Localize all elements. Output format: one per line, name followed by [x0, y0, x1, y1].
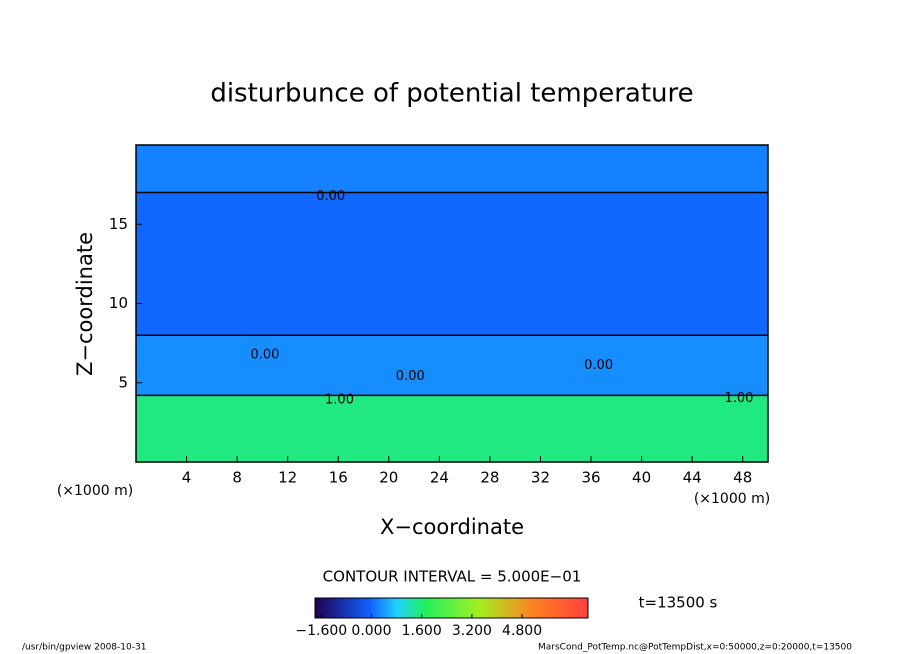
colorbar-tick-label: 1.600 — [402, 623, 442, 639]
colorbar-tick-label: 3.200 — [452, 623, 492, 639]
field-layer — [136, 145, 768, 193]
x-tick-label: 40 — [632, 469, 651, 487]
y-tick-label: 5 — [118, 373, 128, 391]
colorbar-tick-label: 0.000 — [351, 623, 391, 639]
x-tick-label: 32 — [531, 469, 550, 487]
field-layer — [136, 395, 768, 462]
contour-label: 0.00 — [584, 358, 613, 373]
contour-label: 1.00 — [724, 391, 753, 406]
x-tick-label: 8 — [232, 469, 242, 487]
contour-label: 0.00 — [396, 369, 425, 384]
x-tick-label: 24 — [430, 469, 449, 487]
x-unit: (×1000 m) — [694, 491, 770, 507]
x-tick-label: 12 — [278, 469, 297, 487]
x-tick-label: 44 — [683, 469, 702, 487]
y-axis-label: Z−coordinate — [73, 232, 97, 376]
x-tick-label: 4 — [182, 469, 192, 487]
x-axis-label: X−coordinate — [380, 515, 524, 539]
x-tick-label: 20 — [379, 469, 398, 487]
contour-label: 1.00 — [325, 393, 354, 408]
footer-right: MarsCond_PotTemp.nc@PotTempDist,x=0:5000… — [538, 643, 852, 653]
x-tick-label: 28 — [480, 469, 499, 487]
field-layer — [136, 192, 768, 336]
contour-interval: CONTOUR INTERVAL = 5.000E−01 — [323, 568, 582, 586]
y-tick-label: 10 — [109, 294, 128, 312]
contour-label: 0.00 — [316, 189, 345, 204]
footer-left: /usr/bin/gpview 2008-10-31 — [22, 643, 146, 653]
x-tick-label: 48 — [733, 469, 752, 487]
x-tick-label: 36 — [581, 469, 600, 487]
colorbar-tick-label: −1.600 — [295, 623, 347, 639]
x-unit: (×1000 m) — [57, 483, 133, 499]
chart-title: disturbunce of potential temperature — [210, 79, 693, 109]
time-label: t=13500 s — [639, 594, 718, 612]
colorbar — [314, 597, 589, 619]
x-tick-label: 16 — [329, 469, 348, 487]
colorbar-tick-label: 4.800 — [502, 623, 542, 639]
y-tick-label: 15 — [109, 215, 128, 233]
contour-label: 0.00 — [250, 348, 279, 363]
field-layer — [136, 335, 768, 396]
